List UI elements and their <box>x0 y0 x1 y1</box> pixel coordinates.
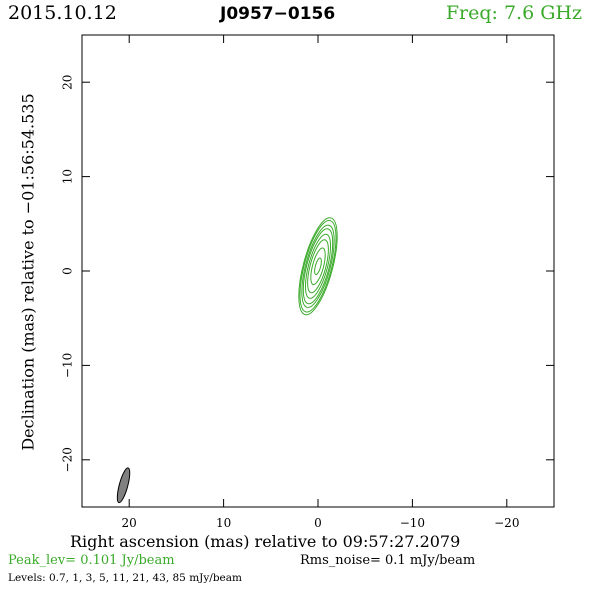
x-tick-label: 20 <box>122 516 137 530</box>
contour-level <box>298 217 338 316</box>
y-tick-label: −20 <box>61 447 75 472</box>
contour-level <box>302 228 334 305</box>
peak-level: Peak_lev= 0.101 Jy/beam <box>8 553 175 568</box>
beam-ellipse <box>116 467 131 504</box>
contour-levels: Levels: 0.7, 1, 3, 5, 11, 21, 43, 85 mJy… <box>8 572 242 584</box>
x-tick-label: 10 <box>216 516 231 530</box>
y-tick-label: −10 <box>61 353 75 378</box>
contour-level <box>299 220 337 313</box>
x-tick-label: 0 <box>314 516 322 530</box>
x-axis-label: Right ascension (mas) relative to 09:57:… <box>70 532 461 551</box>
y-tick-label: 20 <box>61 75 75 90</box>
plot-frame <box>81 34 555 508</box>
contour-level <box>301 224 335 308</box>
contour-level <box>314 257 322 276</box>
frequency-label: Freq: 7.6 GHz <box>445 2 582 24</box>
rms-noise: Rms_noise= 0.1 mJy/beam <box>300 553 476 568</box>
x-tick-label: −10 <box>400 516 425 530</box>
y-axis-label: Declination (mas) relative to −01:56:54.… <box>18 93 38 451</box>
y-tick-label: 0 <box>61 267 75 275</box>
observation-date: 2015.10.12 <box>8 2 117 24</box>
y-tick-label: 10 <box>61 169 75 184</box>
contour-level <box>304 233 332 299</box>
contour-level <box>307 239 329 294</box>
x-tick-label: −20 <box>494 516 519 530</box>
contour-level <box>310 247 326 286</box>
source-name: J0957−0156 <box>220 4 336 24</box>
